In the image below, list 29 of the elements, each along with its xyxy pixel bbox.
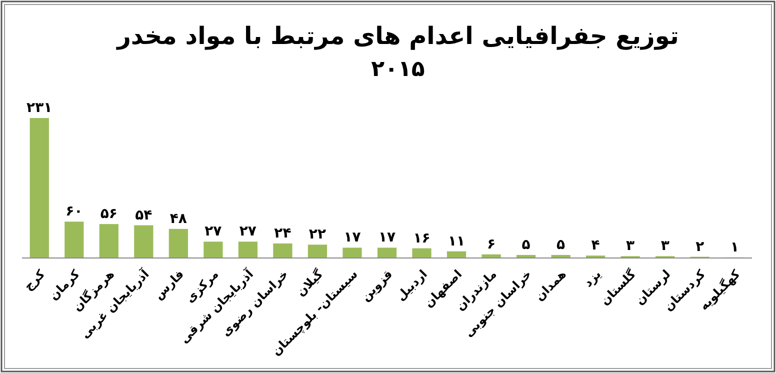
- data-label: ۶: [487, 236, 496, 252]
- x-tick-label: اردبیل: [394, 267, 430, 304]
- data-label: ۲۳۱: [26, 100, 52, 116]
- x-tick-label: یزد: [580, 267, 604, 290]
- data-label: ۲۷: [204, 224, 222, 240]
- data-label: ۲۷: [239, 224, 257, 240]
- x-tick-label: کرج: [21, 267, 48, 294]
- data-label: ۴: [591, 238, 600, 254]
- x-tick-label: قزوین: [358, 267, 396, 304]
- data-label: ۳: [626, 238, 636, 254]
- data-label: ۱۱: [448, 233, 466, 250]
- data-label: ۱۷: [344, 230, 362, 246]
- data-label: ۵: [556, 236, 566, 253]
- data-label: ۵۶: [100, 206, 118, 222]
- data-label: ۳: [660, 238, 670, 254]
- chart-title: توزیع جفرافیایی اعدام های مرتبط با مواد مخدر: [116, 22, 679, 50]
- x-tick-label: همدان: [532, 267, 569, 304]
- data-label: ۶۰: [66, 204, 83, 220]
- data-label: ۱۷: [378, 230, 396, 246]
- data-label: ۵۴: [135, 207, 153, 224]
- data-label: ۵: [522, 236, 531, 253]
- data-label: ۲۲: [308, 226, 326, 243]
- x-tick-label: فارس: [151, 267, 187, 302]
- data-label: ۱۶: [413, 230, 430, 246]
- chart-subtitle: ۲۰۱۵: [371, 57, 425, 82]
- data-label: ۲: [696, 238, 705, 255]
- data-label: ۴۸: [170, 210, 188, 227]
- data-label: ۱: [730, 239, 739, 256]
- data-label: ۲۴: [274, 225, 292, 242]
